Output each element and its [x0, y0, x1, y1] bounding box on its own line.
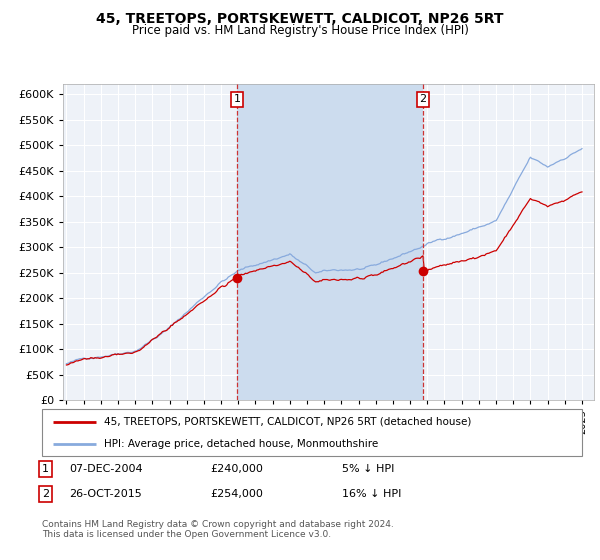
Text: 2: 2: [419, 94, 427, 104]
Text: 2: 2: [42, 489, 49, 499]
Text: 16% ↓ HPI: 16% ↓ HPI: [342, 489, 401, 499]
Text: Price paid vs. HM Land Registry's House Price Index (HPI): Price paid vs. HM Land Registry's House …: [131, 24, 469, 36]
Text: 1: 1: [42, 464, 49, 474]
FancyBboxPatch shape: [42, 409, 582, 456]
Text: HPI: Average price, detached house, Monmouthshire: HPI: Average price, detached house, Monm…: [104, 438, 379, 449]
Text: 5% ↓ HPI: 5% ↓ HPI: [342, 464, 394, 474]
Text: 1: 1: [233, 94, 241, 104]
Text: 26-OCT-2015: 26-OCT-2015: [69, 489, 142, 499]
Text: £240,000: £240,000: [210, 464, 263, 474]
Bar: [237, 84, 423, 400]
Text: £254,000: £254,000: [210, 489, 263, 499]
Text: 07-DEC-2004: 07-DEC-2004: [69, 464, 143, 474]
Text: 45, TREETOPS, PORTSKEWETT, CALDICOT, NP26 5RT: 45, TREETOPS, PORTSKEWETT, CALDICOT, NP2…: [96, 12, 504, 26]
Text: 45, TREETOPS, PORTSKEWETT, CALDICOT, NP26 5RT (detached house): 45, TREETOPS, PORTSKEWETT, CALDICOT, NP2…: [104, 417, 472, 427]
Text: Contains HM Land Registry data © Crown copyright and database right 2024.
This d: Contains HM Land Registry data © Crown c…: [42, 520, 394, 539]
